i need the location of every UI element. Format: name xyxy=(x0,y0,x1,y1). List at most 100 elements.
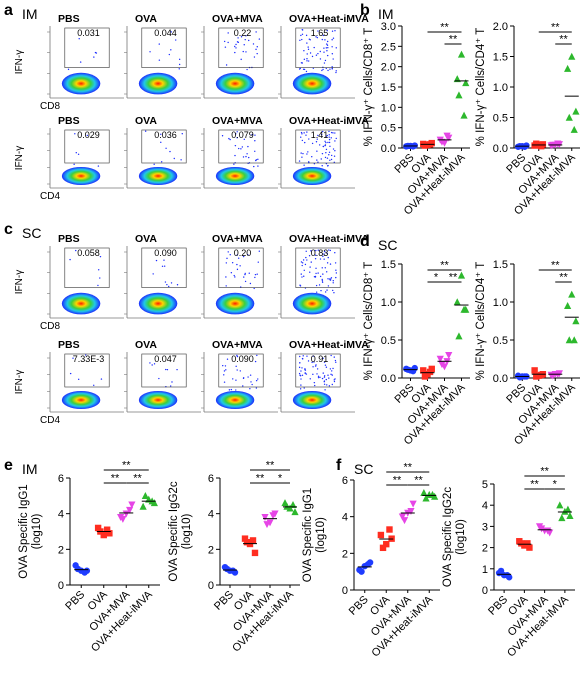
flow-event xyxy=(317,272,319,274)
flow-event xyxy=(300,136,302,138)
flow-event xyxy=(303,50,305,52)
y-tick-label: 1.0 xyxy=(493,82,508,94)
flow-event xyxy=(318,284,321,286)
flow-event xyxy=(93,384,95,386)
flow-event xyxy=(242,156,245,158)
flow-event xyxy=(309,52,312,54)
y-tick-label: 1.0 xyxy=(381,297,396,309)
flow-gate xyxy=(64,353,110,388)
flow-event xyxy=(225,276,227,278)
data-point xyxy=(383,540,390,548)
x-tick-label: PBS xyxy=(347,594,371,618)
data-point xyxy=(409,500,417,508)
flow-event xyxy=(299,388,302,390)
flow-event xyxy=(158,43,160,45)
flow-event xyxy=(319,275,322,278)
flow-event xyxy=(236,263,238,266)
flow-event xyxy=(255,379,258,382)
significance-label: * xyxy=(434,272,439,284)
flow-event xyxy=(326,30,328,32)
flow-event xyxy=(257,378,259,380)
flow-event xyxy=(325,271,328,273)
y-tick-label: 6 xyxy=(342,475,348,487)
flow-event xyxy=(178,68,180,70)
flow-event xyxy=(324,250,326,253)
flow-event xyxy=(331,53,334,55)
flow-event xyxy=(324,389,326,391)
flow-event xyxy=(97,165,100,167)
flow-density xyxy=(138,292,178,315)
flow-event xyxy=(325,148,328,151)
flow-event xyxy=(175,39,177,41)
flow-event xyxy=(235,389,237,391)
flow-event xyxy=(329,368,332,370)
flow-event xyxy=(153,163,155,165)
significance-label: ** xyxy=(559,272,568,284)
data-point xyxy=(420,489,428,497)
significance-label: ** xyxy=(440,22,449,34)
flow-event xyxy=(311,142,314,145)
flow-gate xyxy=(295,27,341,68)
flow-sample-name: OVA+Heat-iMVA xyxy=(289,13,369,25)
flow-event xyxy=(255,48,257,51)
panel-letter: b xyxy=(360,2,370,19)
flow-gate-value: 0.036 xyxy=(154,130,177,140)
y-axis-label: % IFN-γ⁺ Cells/CD8⁺ T xyxy=(363,262,375,381)
flow-event xyxy=(301,133,303,135)
flow-event xyxy=(73,163,75,166)
data-point xyxy=(457,50,466,58)
flow-event xyxy=(335,70,337,72)
y-tick-label: 1 xyxy=(482,564,488,576)
flow-event xyxy=(95,52,98,54)
flow-event xyxy=(330,137,332,139)
flow-event xyxy=(332,367,334,370)
significance-label: ** xyxy=(440,260,449,272)
flow-event xyxy=(69,258,71,261)
flow-event xyxy=(329,279,332,281)
flow-event xyxy=(256,52,258,55)
flow-event xyxy=(328,141,331,144)
flow-event xyxy=(228,389,231,391)
flow-event xyxy=(309,39,311,41)
flow-event xyxy=(324,364,327,366)
flow-event xyxy=(311,156,313,158)
data-point xyxy=(407,507,415,515)
flow-event xyxy=(299,375,302,377)
flow-event xyxy=(254,273,257,276)
data-point xyxy=(572,317,580,325)
flow-event xyxy=(327,141,329,144)
flow-event xyxy=(244,280,247,283)
flow-event xyxy=(305,134,307,136)
flow-event xyxy=(313,162,316,165)
data-point xyxy=(103,526,111,533)
data-point xyxy=(422,494,430,502)
flow-event xyxy=(324,156,327,159)
flow-event xyxy=(304,368,306,371)
flow-event xyxy=(248,272,250,274)
flow-event xyxy=(318,144,321,146)
flow-event xyxy=(301,357,304,360)
flow-event xyxy=(236,254,238,256)
flow-event xyxy=(324,267,326,269)
flow-event xyxy=(99,255,102,258)
flow-event xyxy=(300,131,303,134)
flow-event xyxy=(326,157,329,159)
data-point xyxy=(521,143,528,150)
flow-event xyxy=(237,257,240,259)
flow-density xyxy=(61,391,101,409)
flow-event xyxy=(317,30,319,32)
y-tick-label: 0.5 xyxy=(493,113,508,125)
flow-event xyxy=(258,250,261,252)
flow-event xyxy=(333,292,335,294)
flow-gate xyxy=(141,129,187,164)
flow-event xyxy=(165,368,167,371)
y-axis-label: OVA Specific IgG2c xyxy=(442,487,454,587)
flow-event xyxy=(151,364,153,366)
flow-event xyxy=(236,354,238,357)
flow-event xyxy=(306,153,308,155)
flow-sample-name: OVA+MVA xyxy=(212,233,263,245)
flow-event xyxy=(309,271,311,273)
flow-event xyxy=(236,137,238,139)
flow-event xyxy=(317,52,319,55)
flow-event xyxy=(316,150,318,152)
